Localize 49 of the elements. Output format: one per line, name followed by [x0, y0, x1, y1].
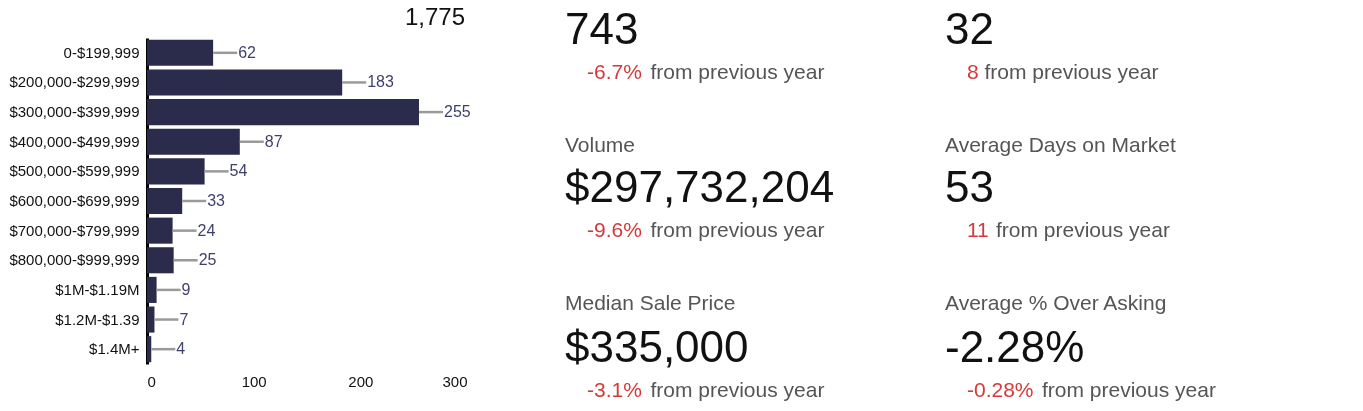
text: 32	[945, 4, 994, 53]
x-tick-label: 200	[348, 372, 374, 390]
data-label: 24	[197, 221, 216, 239]
text: -2.28%	[945, 322, 1085, 371]
text: from previous year	[650, 378, 825, 401]
y-tick-label: $1.4M+	[89, 340, 140, 358]
x-tick-label: 100	[241, 372, 267, 390]
text: Average Days on Market	[945, 133, 1176, 156]
text: Volume	[565, 133, 636, 156]
y-tick-label: $400,000-$499,999	[9, 132, 140, 150]
text: 743	[565, 4, 639, 53]
text: 8	[967, 60, 979, 83]
text: -0.28%	[967, 378, 1034, 401]
text: Average % Over Asking	[945, 291, 1167, 314]
text: -6.7%	[587, 60, 642, 83]
y-tick-label: $1M-$1.19M	[55, 280, 140, 298]
data-label: 54	[229, 162, 248, 180]
x-tick-label: 300	[442, 372, 468, 390]
data-label: 87	[264, 132, 283, 150]
y-tick-label: $1.2M-$1.39	[55, 310, 140, 328]
y-tick-label: $500,000-$599,999	[9, 162, 140, 180]
y-tick-label: 0-$199,999	[63, 43, 140, 61]
text: from previous year	[650, 60, 825, 83]
y-tick-label: $300,000-$399,999	[9, 103, 140, 121]
data-label: 255	[444, 103, 471, 121]
data-label: 183	[367, 73, 394, 91]
y-tick-label: $700,000-$799,999	[9, 221, 140, 239]
text: 53	[945, 162, 994, 211]
text: from previous year	[984, 60, 1159, 83]
data-label: 25	[198, 251, 217, 269]
data-label: 33	[207, 192, 226, 209]
x-tick-label: 0	[147, 372, 156, 390]
text: 1,775	[404, 3, 465, 30]
text: -9.6%	[587, 218, 642, 241]
y-tick-label: $800,000-$999,999	[9, 251, 140, 269]
y-tick-label: $600,000-$699,999	[9, 192, 140, 209]
text: 11	[967, 218, 989, 241]
text: Median Sale Price	[565, 291, 736, 314]
text: from previous year	[650, 218, 825, 241]
text: -3.1%	[587, 378, 642, 401]
data-label: 4	[176, 340, 186, 358]
data-label: 7	[179, 310, 189, 328]
data-label: 9	[181, 280, 191, 298]
text: $297,732,204	[565, 162, 835, 211]
text: from previous year	[1042, 378, 1216, 401]
text: from previous year	[996, 218, 1170, 241]
data-label: 62	[238, 43, 257, 61]
text: $335,000	[565, 322, 749, 371]
y-tick-label: $200,000-$299,999	[9, 73, 140, 91]
